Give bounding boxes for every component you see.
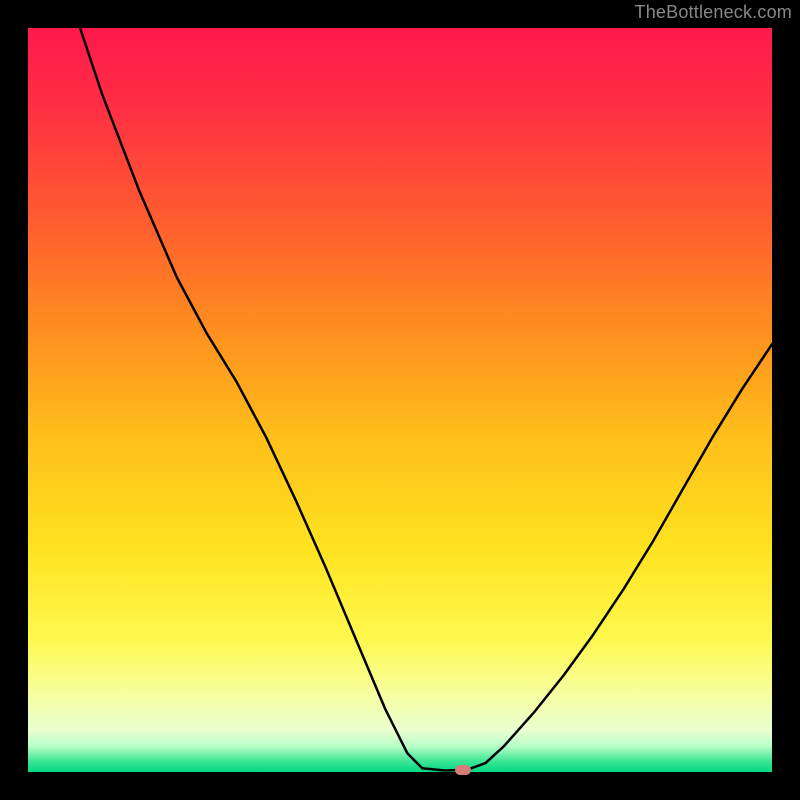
bottleneck-marker — [455, 765, 471, 775]
bottleneck-curve — [28, 28, 772, 772]
watermark-text: TheBottleneck.com — [635, 2, 792, 23]
chart-container: TheBottleneck.com — [0, 0, 800, 800]
plot-area — [28, 28, 772, 772]
curve-path — [80, 28, 772, 771]
